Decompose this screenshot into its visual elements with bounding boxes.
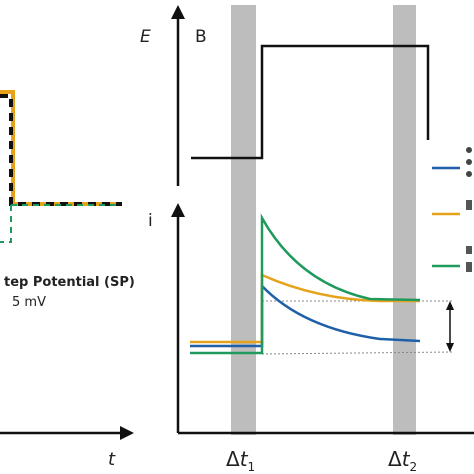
top-y-axis-label: E [140,27,151,47]
left-panel-value: 5 mV [12,295,46,310]
legend-marker-dot [466,171,472,177]
legend-marker-bar [466,246,472,254]
legend-marker-dot [466,159,472,165]
lower-dotted-guide [261,351,453,355]
panel-letter: B [195,27,207,47]
legend-marker-dot [466,147,472,153]
left-black-dashed-step [0,94,122,206]
double-arrow-top-icon [446,301,454,310]
potential-step-trace [191,44,430,160]
delta-t1-band [231,5,256,435]
legend-marker-bar [466,200,472,210]
bottom-panel: i Δt1 Δt2 [148,203,474,474]
left-time-axis-arrow-icon [120,426,134,440]
left-orange-step [0,90,120,206]
bottom-y-axis-arrow-icon [171,203,185,217]
double-arrow-bottom-icon [446,343,454,352]
blue-current-trace [190,282,421,348]
delta-t1-label: Δt1 [226,447,255,474]
legend [432,147,472,272]
left-x-axis-label: t [108,449,116,470]
left-panel-title: tep Potential (SP) [4,275,135,290]
top-panel: E B [140,5,430,186]
left-panel: tep Potential (SP) 5 mV t [0,90,135,470]
green-current-trace [190,213,421,355]
legend-marker-bar [466,262,472,272]
delta-t2-band [393,5,416,435]
top-y-axis-arrow-icon [171,5,185,19]
delta-t2-label: Δt2 [388,447,417,474]
orange-current-trace [190,273,420,344]
bottom-y-axis-label: i [148,211,153,231]
left-green-dashed-step [0,204,120,243]
